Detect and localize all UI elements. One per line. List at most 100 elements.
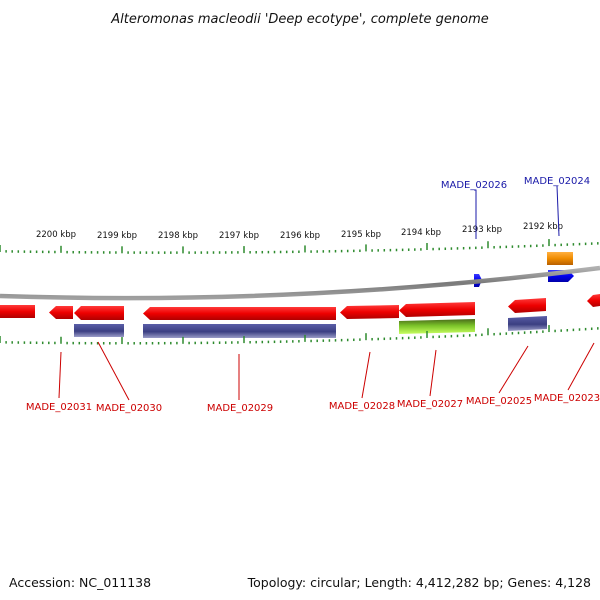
inner-tick-mark xyxy=(322,339,325,342)
inner-tick-mark xyxy=(5,341,7,344)
inner-tick-mark xyxy=(371,337,373,341)
outer-tick-mark xyxy=(109,251,111,254)
inner-tick-mark xyxy=(90,341,93,345)
gene-product-band-made-02030 xyxy=(74,324,124,337)
outer-tick-mark xyxy=(54,250,56,254)
gene-label[interactable]: MADE_02025 xyxy=(466,396,532,407)
gene-arrow-made-02025[interactable] xyxy=(508,298,546,313)
outer-tick-mark xyxy=(499,245,501,249)
inner-tick-mark xyxy=(346,338,349,342)
inner-tick-mark xyxy=(273,340,276,344)
gene-arrow-made-02023[interactable] xyxy=(587,294,600,307)
outer-tick-mark xyxy=(102,251,105,254)
inner-tick-mark xyxy=(517,331,520,335)
label-leaders xyxy=(58,185,595,401)
inner-tick-mark xyxy=(170,341,172,345)
outer-tick-mark xyxy=(572,243,575,246)
inner-tick-ring xyxy=(0,325,599,345)
inner-tick-mark xyxy=(11,341,13,344)
inner-tick-mark xyxy=(224,341,227,344)
inner-tick-mark xyxy=(54,341,56,345)
outer-tick-mark xyxy=(127,251,129,254)
outer-tick-mark xyxy=(407,248,410,251)
gene-arrow-made-02031[interactable] xyxy=(49,306,73,319)
outer-tick-mark xyxy=(139,251,142,254)
gene-label[interactable]: MADE_02026 xyxy=(441,180,507,191)
outer-tick-mark xyxy=(304,245,306,253)
outer-tick-mark xyxy=(377,249,379,252)
outer-tick-mark xyxy=(17,250,20,253)
gene-label[interactable]: MADE_02028 xyxy=(329,401,395,412)
inner-tick-mark xyxy=(542,330,544,333)
outer-tick-mark xyxy=(493,246,495,249)
inner-tick-mark xyxy=(157,341,160,345)
inner-tick-mark xyxy=(462,334,465,337)
inner-tick-mark xyxy=(499,332,501,336)
outer-tick-mark xyxy=(60,245,62,253)
inner-tick-mark xyxy=(468,334,471,337)
gene-arrow-made-02029[interactable] xyxy=(143,307,336,320)
inner-tick-mark xyxy=(548,325,550,333)
outer-tick-mark xyxy=(218,251,221,254)
leader-line-made-02023 xyxy=(567,342,595,391)
outer-tick-mark xyxy=(151,251,154,254)
outer-tick-mark xyxy=(365,244,367,252)
ruler-tick-label: 2197 kbp xyxy=(219,231,259,241)
gene-label[interactable]: MADE_02027 xyxy=(397,399,463,410)
inner-tick-mark xyxy=(566,329,569,332)
outer-tick-mark xyxy=(41,250,44,254)
inner-tick-mark xyxy=(481,333,483,337)
ruler-tick-label: 2193 kbp xyxy=(462,225,502,235)
outer-tick-mark xyxy=(395,248,398,252)
inner-tick-mark xyxy=(96,341,99,345)
outer-tick-mark xyxy=(450,247,453,250)
inner-tick-mark xyxy=(35,341,38,345)
inner-tick-mark xyxy=(597,327,599,330)
outer-tick-mark xyxy=(188,251,190,254)
outer-tick-mark xyxy=(371,249,373,252)
outer-tick-mark xyxy=(200,251,203,254)
inner-tick-mark xyxy=(584,327,587,331)
leader-line-made-02026 xyxy=(474,189,477,239)
gene-arrow-made-02030[interactable] xyxy=(74,306,124,320)
inner-tick-mark xyxy=(206,341,209,345)
genome-backbone xyxy=(0,265,600,301)
inner-tick-mark xyxy=(72,341,74,345)
gene-label[interactable]: MADE_02030 xyxy=(96,403,162,414)
outer-tick-mark xyxy=(505,245,508,249)
outer-tick-mark xyxy=(206,251,209,254)
gene-arrow-partial-left[interactable] xyxy=(0,305,35,318)
outer-tick-mark xyxy=(578,242,581,246)
outer-tick-mark xyxy=(224,251,227,254)
outer-tick-mark xyxy=(383,249,386,252)
inner-tick-mark xyxy=(523,331,526,334)
inner-tick-mark xyxy=(353,338,355,342)
gene-label[interactable]: MADE_02023 xyxy=(534,393,600,404)
ruler-tick-label: 2194 kbp xyxy=(401,228,441,238)
outer-tick-mark xyxy=(279,250,282,254)
outer-tick-mark xyxy=(145,251,148,254)
ruler-tick-label: 2195 kbp xyxy=(341,230,381,240)
leader-line-made-02024 xyxy=(556,185,560,237)
inner-tick-mark xyxy=(554,329,556,333)
outer-tick-mark xyxy=(462,246,465,250)
outer-tick-mark xyxy=(548,239,550,247)
gene-arrow-made-02028[interactable] xyxy=(340,305,399,319)
gene-arrow-made-02027[interactable] xyxy=(399,302,475,317)
inner-tick-mark xyxy=(48,341,50,345)
outer-tick-mark xyxy=(475,246,477,250)
leader-line-made-02025 xyxy=(498,345,529,394)
inner-tick-mark xyxy=(529,331,532,334)
outer-tick-mark xyxy=(554,243,556,247)
outer-tick-mark xyxy=(432,247,434,251)
outer-tick-mark xyxy=(261,250,264,254)
inner-tick-mark xyxy=(60,336,62,344)
outer-tick-mark xyxy=(334,249,337,253)
inner-tick-mark xyxy=(145,342,148,345)
gene-label[interactable]: MADE_02024 xyxy=(524,176,590,187)
outer-tick-mark xyxy=(542,244,544,247)
outer-tick-mark xyxy=(353,249,355,253)
gene-label[interactable]: MADE_02031 xyxy=(26,402,92,413)
gene-label[interactable]: MADE_02029 xyxy=(207,403,273,414)
